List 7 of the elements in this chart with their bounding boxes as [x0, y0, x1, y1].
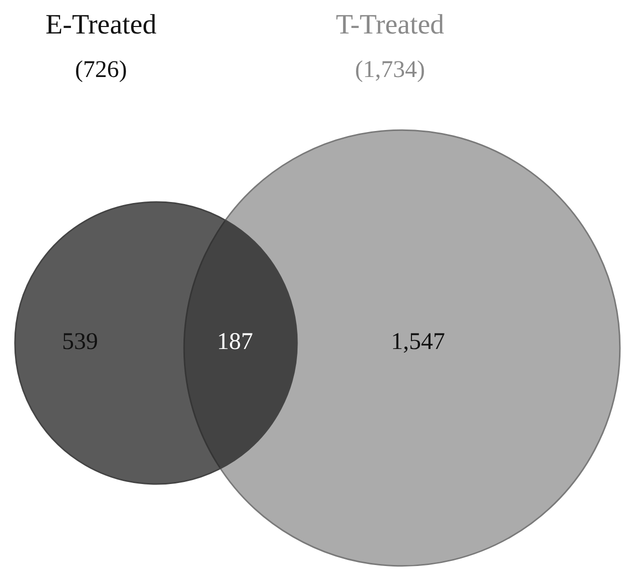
- category-label: E-Treated: [46, 10, 156, 40]
- text: 539: [62, 329, 98, 355]
- text: 1,547: [391, 329, 445, 355]
- data-label: (726): [75, 57, 127, 83]
- data-label: (1,734): [355, 57, 425, 83]
- text: 187: [217, 329, 253, 355]
- category-label: T-Treated: [336, 10, 444, 40]
